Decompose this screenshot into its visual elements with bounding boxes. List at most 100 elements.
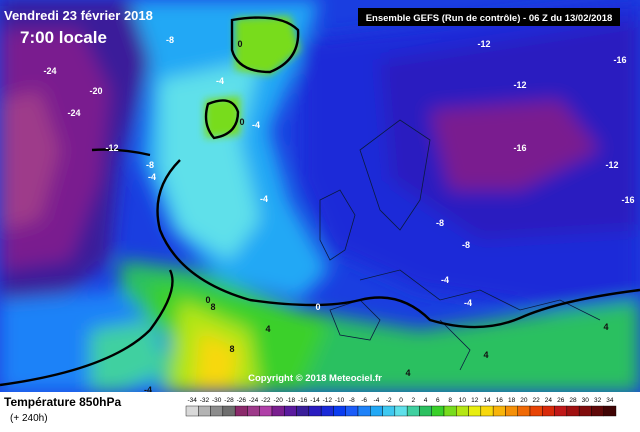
legend-swatch (406, 405, 420, 417)
contour-label: -8 (462, 240, 470, 250)
legend-swatch (222, 405, 236, 417)
legend-swatch (542, 405, 555, 417)
legend-swatch (320, 405, 334, 417)
contour-label: -4 (464, 298, 472, 308)
contour-label: 8 (229, 344, 234, 354)
legend-swatch (185, 405, 199, 417)
legend-label: 32 (594, 397, 602, 404)
run-info: Ensemble GEFS (Run de contrôle) - 06 Z d… (366, 13, 613, 24)
legend-swatch (603, 405, 617, 417)
legend-label: -16 (298, 397, 308, 404)
legend-label: 0 (399, 397, 403, 404)
contour-label: 8 (210, 302, 215, 312)
legend-swatch (394, 405, 408, 417)
contour-label: -4 (252, 120, 260, 130)
legend-swatch (247, 405, 260, 417)
contour-label: -4 (216, 76, 224, 86)
legend-label: -8 (349, 397, 355, 404)
legend-label: -10 (335, 397, 345, 404)
legend-swatch (591, 405, 604, 417)
colorbar: -34 -32 -30 -28 -26 -24 -22 -20 -18 -16 -14 -12 -10-… (185, 397, 617, 417)
legend-label: -18 (286, 397, 296, 404)
legend-label: -14 (310, 397, 320, 404)
legend-label: 14 (483, 397, 491, 404)
legend-swatch (554, 405, 568, 417)
legend-label: -2 (386, 397, 392, 404)
legend-label: 24 (545, 397, 553, 404)
contour-label: -12 (105, 143, 118, 153)
legend-label: 2 (411, 397, 415, 404)
legend-label: -24 (249, 397, 259, 404)
legend-swatch (308, 405, 322, 417)
legend-label: 26 (557, 397, 565, 404)
valid-time: 7:00 locale (20, 28, 107, 47)
legend-label: -22 (261, 397, 271, 404)
legend-swatch (198, 405, 211, 417)
legend-label: 22 (533, 397, 541, 404)
legend-swatch (529, 405, 543, 417)
contour-label: -20 (89, 86, 102, 96)
contour-label: 4 (603, 322, 608, 332)
legend-swatch (234, 405, 248, 417)
contour-label: -12 (477, 39, 490, 49)
contour-label: 4 (483, 350, 488, 360)
legend-swatch (284, 405, 297, 417)
legend-label: 30 (582, 397, 590, 404)
contour-label: -4 (144, 385, 152, 395)
legend-swatch (492, 405, 506, 417)
legend-swatch (419, 405, 432, 417)
temperature-field (0, 0, 640, 392)
legend-label: -26 (237, 397, 247, 404)
valid-date: Vendredi 23 février 2018 (4, 8, 153, 23)
variable-name: Température 850hPa (4, 395, 121, 409)
contour-label: -16 (513, 143, 526, 153)
legend-swatch (271, 405, 285, 417)
contour-label: -8 (436, 218, 444, 228)
contour-label: 4 (405, 368, 410, 378)
contour-label: -24 (43, 66, 56, 76)
legend-swatch (505, 405, 518, 417)
legend-swatch (480, 405, 494, 417)
legend-swatch (578, 405, 592, 417)
legend-swatch (357, 405, 371, 417)
run-box (358, 8, 620, 26)
legend-label: -34 (187, 397, 197, 404)
legend-swatch (443, 405, 457, 417)
legend-label: -32 (200, 397, 210, 404)
legend-label: -28 (224, 397, 234, 404)
legend-swatch (431, 405, 445, 417)
legend-swatch (333, 405, 346, 417)
legend-label: 4 (424, 397, 428, 404)
legend-label: 12 (471, 397, 479, 404)
legend-swatch (345, 405, 359, 417)
legend-label: -12 (323, 397, 333, 404)
legend-label: -30 (212, 397, 222, 404)
contour-label: -12 (513, 80, 526, 90)
legend-label: -20 (273, 397, 283, 404)
legend-swatch (259, 405, 273, 417)
legend-swatch (517, 405, 531, 417)
legend-swatch (456, 405, 469, 417)
contour-label: -4 (441, 275, 449, 285)
legend-label: 34 (606, 397, 614, 404)
contour-labels: -24 -24 -20 -12 -8 0 -4 0 -4 -8 -4 -4 -12 -12 -16 -16 -1… (43, 35, 634, 395)
contour-label: 0 (205, 295, 210, 305)
contour-label: 0 (315, 302, 320, 312)
contour-label: -8 (166, 35, 174, 45)
contour-label: 0 (239, 117, 244, 127)
contour-label: -4 (260, 194, 268, 204)
legend-label: -4 (374, 397, 380, 404)
legend-label: 16 (496, 397, 504, 404)
contour-label: 4 (265, 324, 270, 334)
lead-time: (+ 240h) (10, 413, 48, 424)
legend-swatch (370, 405, 383, 417)
contour-label: -12 (605, 160, 618, 170)
contour-label: -16 (613, 55, 626, 65)
legend-swatch (296, 405, 310, 417)
contour-label: -24 (67, 108, 80, 118)
contour-label: -16 (621, 195, 634, 205)
legend-label: 28 (569, 397, 577, 404)
legend-label: -6 (361, 397, 367, 404)
contour-label: 0 (237, 39, 242, 49)
legend-label: 20 (520, 397, 528, 404)
